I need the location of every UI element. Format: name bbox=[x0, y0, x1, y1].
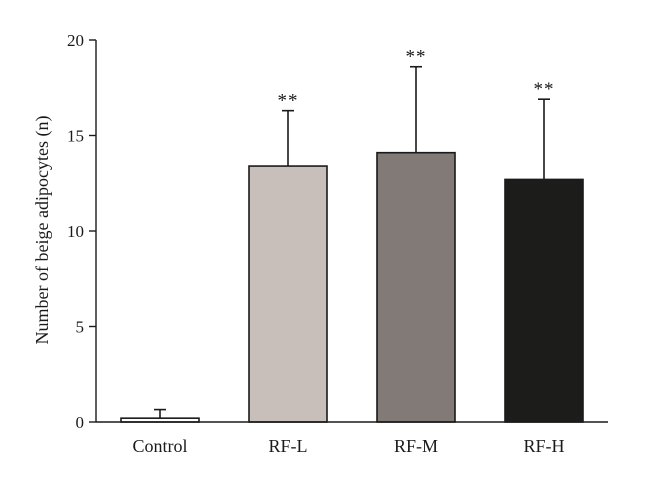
error-bars bbox=[154, 65, 550, 419]
y-axis-ticks: 0 5 10 15 20 bbox=[67, 31, 96, 432]
bar-rf-l bbox=[248, 165, 328, 423]
y-axis-label: Number of beige adipocytes (n) bbox=[32, 116, 53, 345]
bar-rf-h bbox=[504, 178, 584, 423]
significance-rf-h: ** bbox=[534, 79, 555, 100]
y-tick-label: 20 bbox=[67, 31, 84, 50]
significance-markers: ** ** ** bbox=[278, 47, 555, 112]
bar-rf-m bbox=[376, 151, 456, 423]
category-label-rf-h: RF-H bbox=[523, 436, 564, 456]
y-tick-label: 10 bbox=[67, 222, 84, 241]
bars bbox=[120, 151, 584, 423]
y-tick-label: 0 bbox=[76, 413, 85, 432]
significance-rf-l: ** bbox=[278, 91, 299, 112]
y-tick-label: 5 bbox=[76, 318, 85, 337]
category-label-rf-l: RF-L bbox=[268, 436, 307, 456]
category-label-rf-m: RF-M bbox=[394, 436, 438, 456]
category-label-control: Control bbox=[132, 436, 187, 456]
x-axis-categories: Control RF-L RF-M RF-H bbox=[132, 436, 564, 456]
significance-rf-m: ** bbox=[406, 47, 427, 68]
y-tick-label: 15 bbox=[67, 127, 84, 146]
